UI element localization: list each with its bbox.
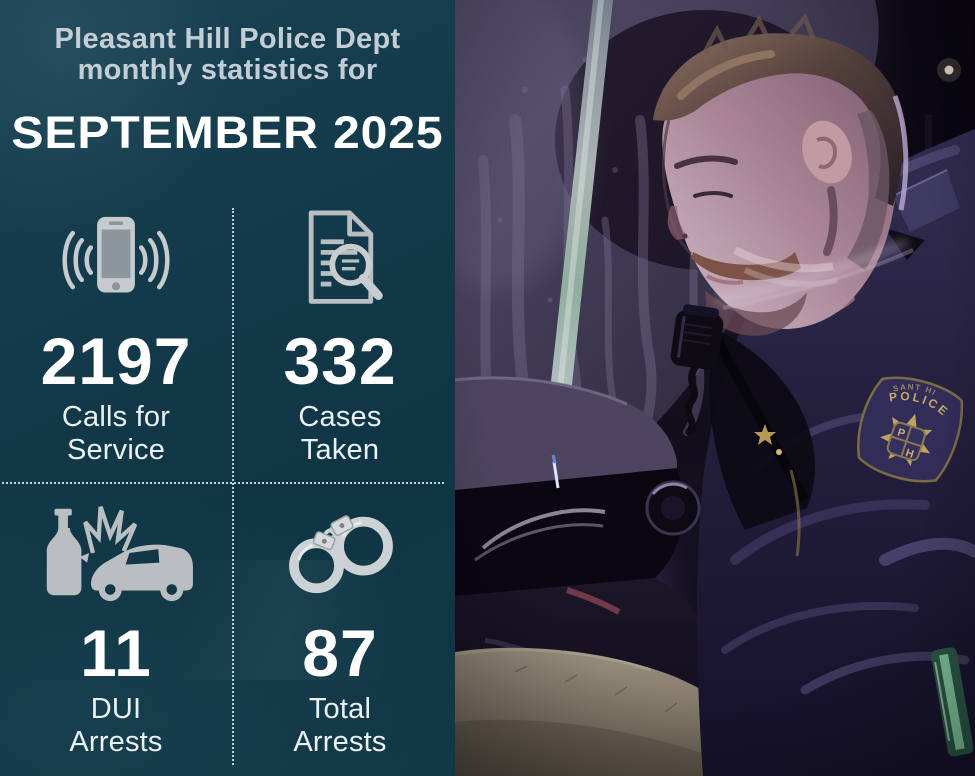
stat-label: Cases Taken	[298, 401, 381, 467]
stat-calls-for-service: 2197 Calls for Service	[0, 196, 232, 482]
handcuffs-icon	[273, 494, 407, 612]
vibrating-phone-icon	[53, 202, 179, 320]
vertical-divider	[232, 208, 234, 765]
stat-label-line: Arrests	[293, 726, 387, 759]
stat-label-line: Total	[308, 693, 372, 725]
stat-label-line: Taken	[300, 434, 380, 467]
horizontal-divider	[2, 482, 444, 484]
stat-value: 2197	[40, 324, 192, 398]
vignette	[455, 0, 975, 776]
stats-panel: Pleasant Hill Police Dept monthly statis…	[0, 0, 455, 776]
stat-label-line: DUI	[90, 693, 142, 725]
stat-cases-taken: 332 Cases Taken	[224, 196, 456, 482]
officer-night-photo: /R	[455, 0, 975, 776]
stat-label-line: Service	[66, 434, 166, 467]
stat-total-arrests: 87 Total Arrests	[224, 488, 456, 776]
stat-label: Calls for Service	[62, 401, 170, 467]
stat-label: Total Arrests	[293, 693, 386, 759]
org-title: Pleasant Hill Police Dept	[54, 23, 401, 55]
subtitle: monthly statistics for	[77, 54, 378, 87]
photo-illustration: /R	[455, 0, 975, 776]
stat-dui-arrests: 11 DUI Arrests	[0, 488, 232, 776]
crash-spark	[83, 506, 138, 554]
stat-label-line: Arrests	[69, 726, 163, 759]
stat-value: 11	[80, 616, 152, 690]
stat-label-line: Cases	[298, 401, 382, 433]
month-title: SEPTEMBER 2025	[11, 106, 444, 158]
header: Pleasant Hill Police Dept monthly statis…	[0, 23, 455, 159]
bottle-car-crash-icon	[37, 494, 195, 612]
case-file-magnifier-icon	[290, 202, 390, 320]
stat-value: 87	[302, 616, 378, 690]
stat-label-line: Calls for	[61, 401, 171, 433]
stat-label: DUI Arrests	[69, 693, 162, 759]
stat-value: 332	[283, 324, 397, 398]
